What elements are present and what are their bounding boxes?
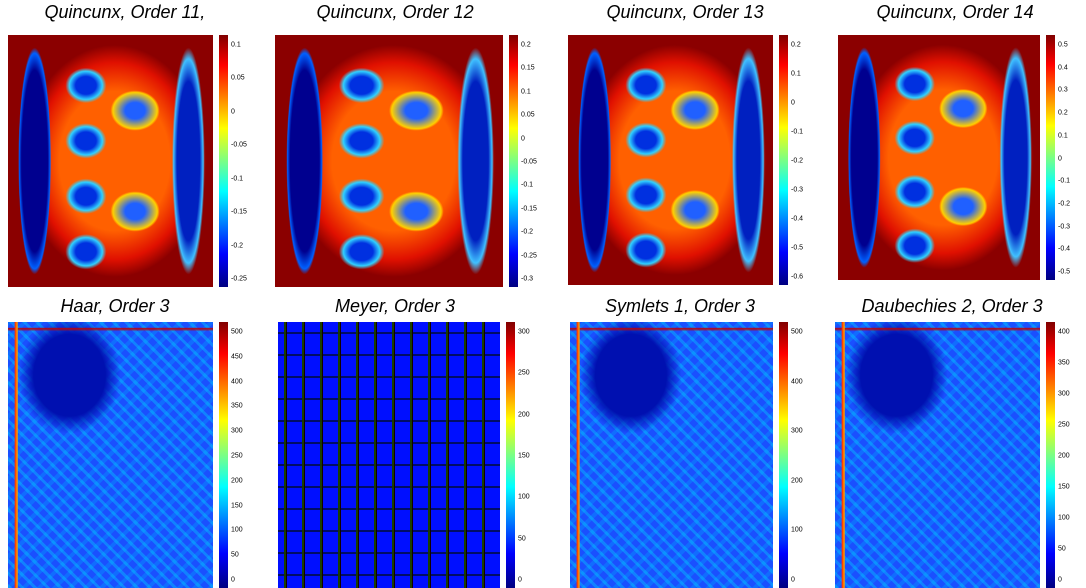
colorbar-tick-label: 0 (521, 135, 525, 142)
colorbar (219, 35, 228, 287)
colorbar-tick-label: 0 (518, 577, 522, 584)
colorbar-tick-label: 500 (231, 329, 243, 336)
colorbar-tick-label: 0.4 (1058, 64, 1068, 71)
colorbar (1046, 35, 1055, 280)
colorbar (509, 35, 518, 287)
colorbar-tick-label: 0.1 (1058, 132, 1068, 139)
colorbar-tick-label: 0.2 (791, 42, 801, 49)
colorbar-tick-label: -0.6 (791, 274, 803, 281)
heatmap (8, 35, 213, 287)
heatmap (838, 35, 1040, 280)
colorbar (779, 35, 788, 285)
colorbar-tick-label: 250 (231, 453, 243, 460)
colorbar-tick-label: -0.5 (1058, 269, 1070, 276)
colorbar-tick-label: -0.3 (521, 276, 533, 283)
colorbar-tick-label: 0.2 (521, 42, 531, 49)
colorbar-tick-label: -0.25 (521, 252, 537, 259)
heatmap (835, 322, 1040, 588)
colorbar-tick-label: 0.3 (1058, 87, 1068, 94)
colorbar (1046, 322, 1055, 588)
colorbar-tick-label: 0 (791, 100, 795, 107)
colorbar-tick-label: -0.2 (231, 242, 243, 249)
colorbar-tick-label: 0 (1058, 577, 1062, 584)
colorbar-tick-label: 0.1 (791, 71, 801, 78)
colorbar-tick-label: -0.15 (521, 205, 537, 212)
colorbar-tick-label: -0.1 (231, 175, 243, 182)
colorbar-tick-label: -0.15 (231, 209, 247, 216)
colorbar-tick-label: 0 (1058, 155, 1062, 162)
colorbar-tick-label: -0.05 (521, 159, 537, 166)
colorbar-tick-label: -0.3 (1058, 223, 1070, 230)
colorbar-tick-label: 0.2 (1058, 110, 1068, 117)
panel-title: Daubechies 2, Order 3 (862, 296, 1043, 317)
colorbar-tick-label: 150 (1058, 484, 1070, 491)
page: (() => { const data = JSON.parse(documen… (0, 0, 1086, 588)
colorbar-tick-label: 100 (231, 527, 243, 534)
panel-title: Quincunx, Order 12 (317, 2, 474, 23)
heatmap (570, 322, 773, 588)
colorbar-tick-label: 50 (1058, 546, 1066, 553)
colorbar-tick-label: 350 (1058, 360, 1070, 367)
colorbar-tick-label: 50 (518, 535, 526, 542)
colorbar-tick-label: -0.3 (791, 187, 803, 194)
colorbar-tick-label: 100 (1058, 515, 1070, 522)
colorbar-tick-label: 400 (1058, 329, 1070, 336)
colorbar-tick-label: 200 (1058, 453, 1070, 460)
colorbar-tick-label: 0.15 (521, 65, 535, 72)
colorbar-tick-label: 0.05 (521, 112, 535, 119)
colorbar-tick-label: 300 (518, 329, 530, 336)
panel-title: Symlets 1, Order 3 (605, 296, 755, 317)
panel-title: Haar, Order 3 (61, 296, 170, 317)
heatmap (568, 35, 773, 285)
panel-title: Quincunx, Order 11, (45, 2, 206, 23)
colorbar-tick-label: 150 (231, 502, 243, 509)
colorbar-tick-label: 200 (231, 477, 243, 484)
colorbar (506, 322, 515, 588)
colorbar (219, 322, 228, 588)
colorbar-tick-label: 100 (791, 527, 803, 534)
colorbar-tick-label: 500 (791, 329, 803, 336)
colorbar-tick-label: -0.2 (791, 158, 803, 165)
colorbar-tick-label: 100 (518, 494, 530, 501)
panel-title: Quincunx, Order 14 (877, 2, 1034, 23)
colorbar-tick-label: -0.2 (1058, 200, 1070, 207)
colorbar-tick-label: 0.1 (521, 88, 531, 95)
colorbar-tick-label: 200 (518, 411, 530, 418)
colorbar-tick-label: 450 (231, 353, 243, 360)
colorbar (779, 322, 788, 588)
heatmap (275, 35, 503, 287)
colorbar-tick-label: -0.05 (231, 142, 247, 149)
panel-title: Meyer, Order 3 (335, 296, 455, 317)
panel-title: Quincunx, Order 13 (607, 2, 764, 23)
colorbar-tick-label: 300 (231, 428, 243, 435)
colorbar-tick-label: 250 (518, 370, 530, 377)
heatmap (8, 322, 213, 588)
colorbar-tick-label: -0.5 (791, 245, 803, 252)
colorbar-tick-label: -0.4 (1058, 246, 1070, 253)
colorbar-tick-label: 0 (231, 108, 235, 115)
colorbar-tick-label: -0.1 (791, 129, 803, 136)
colorbar-tick-label: 0.1 (231, 42, 241, 49)
colorbar-tick-label: 0.05 (231, 75, 245, 82)
colorbar-tick-label: -0.1 (1058, 178, 1070, 185)
colorbar-tick-label: -0.25 (231, 276, 247, 283)
colorbar-tick-label: 350 (231, 403, 243, 410)
colorbar-tick-label: 300 (791, 428, 803, 435)
colorbar-tick-label: 50 (231, 552, 239, 559)
colorbar-tick-label: 0.5 (1058, 42, 1068, 49)
colorbar-tick-label: 150 (518, 453, 530, 460)
colorbar-tick-label: -0.4 (791, 216, 803, 223)
heatmap (278, 322, 500, 588)
colorbar-tick-label: 0 (231, 577, 235, 584)
colorbar-tick-label: 400 (231, 378, 243, 385)
colorbar-tick-label: 400 (791, 378, 803, 385)
colorbar-tick-label: 250 (1058, 422, 1070, 429)
colorbar-tick-label: 0 (791, 577, 795, 584)
colorbar-tick-label: 200 (791, 477, 803, 484)
colorbar-tick-label: 300 (1058, 391, 1070, 398)
colorbar-tick-label: -0.2 (521, 229, 533, 236)
colorbar-tick-label: -0.1 (521, 182, 533, 189)
